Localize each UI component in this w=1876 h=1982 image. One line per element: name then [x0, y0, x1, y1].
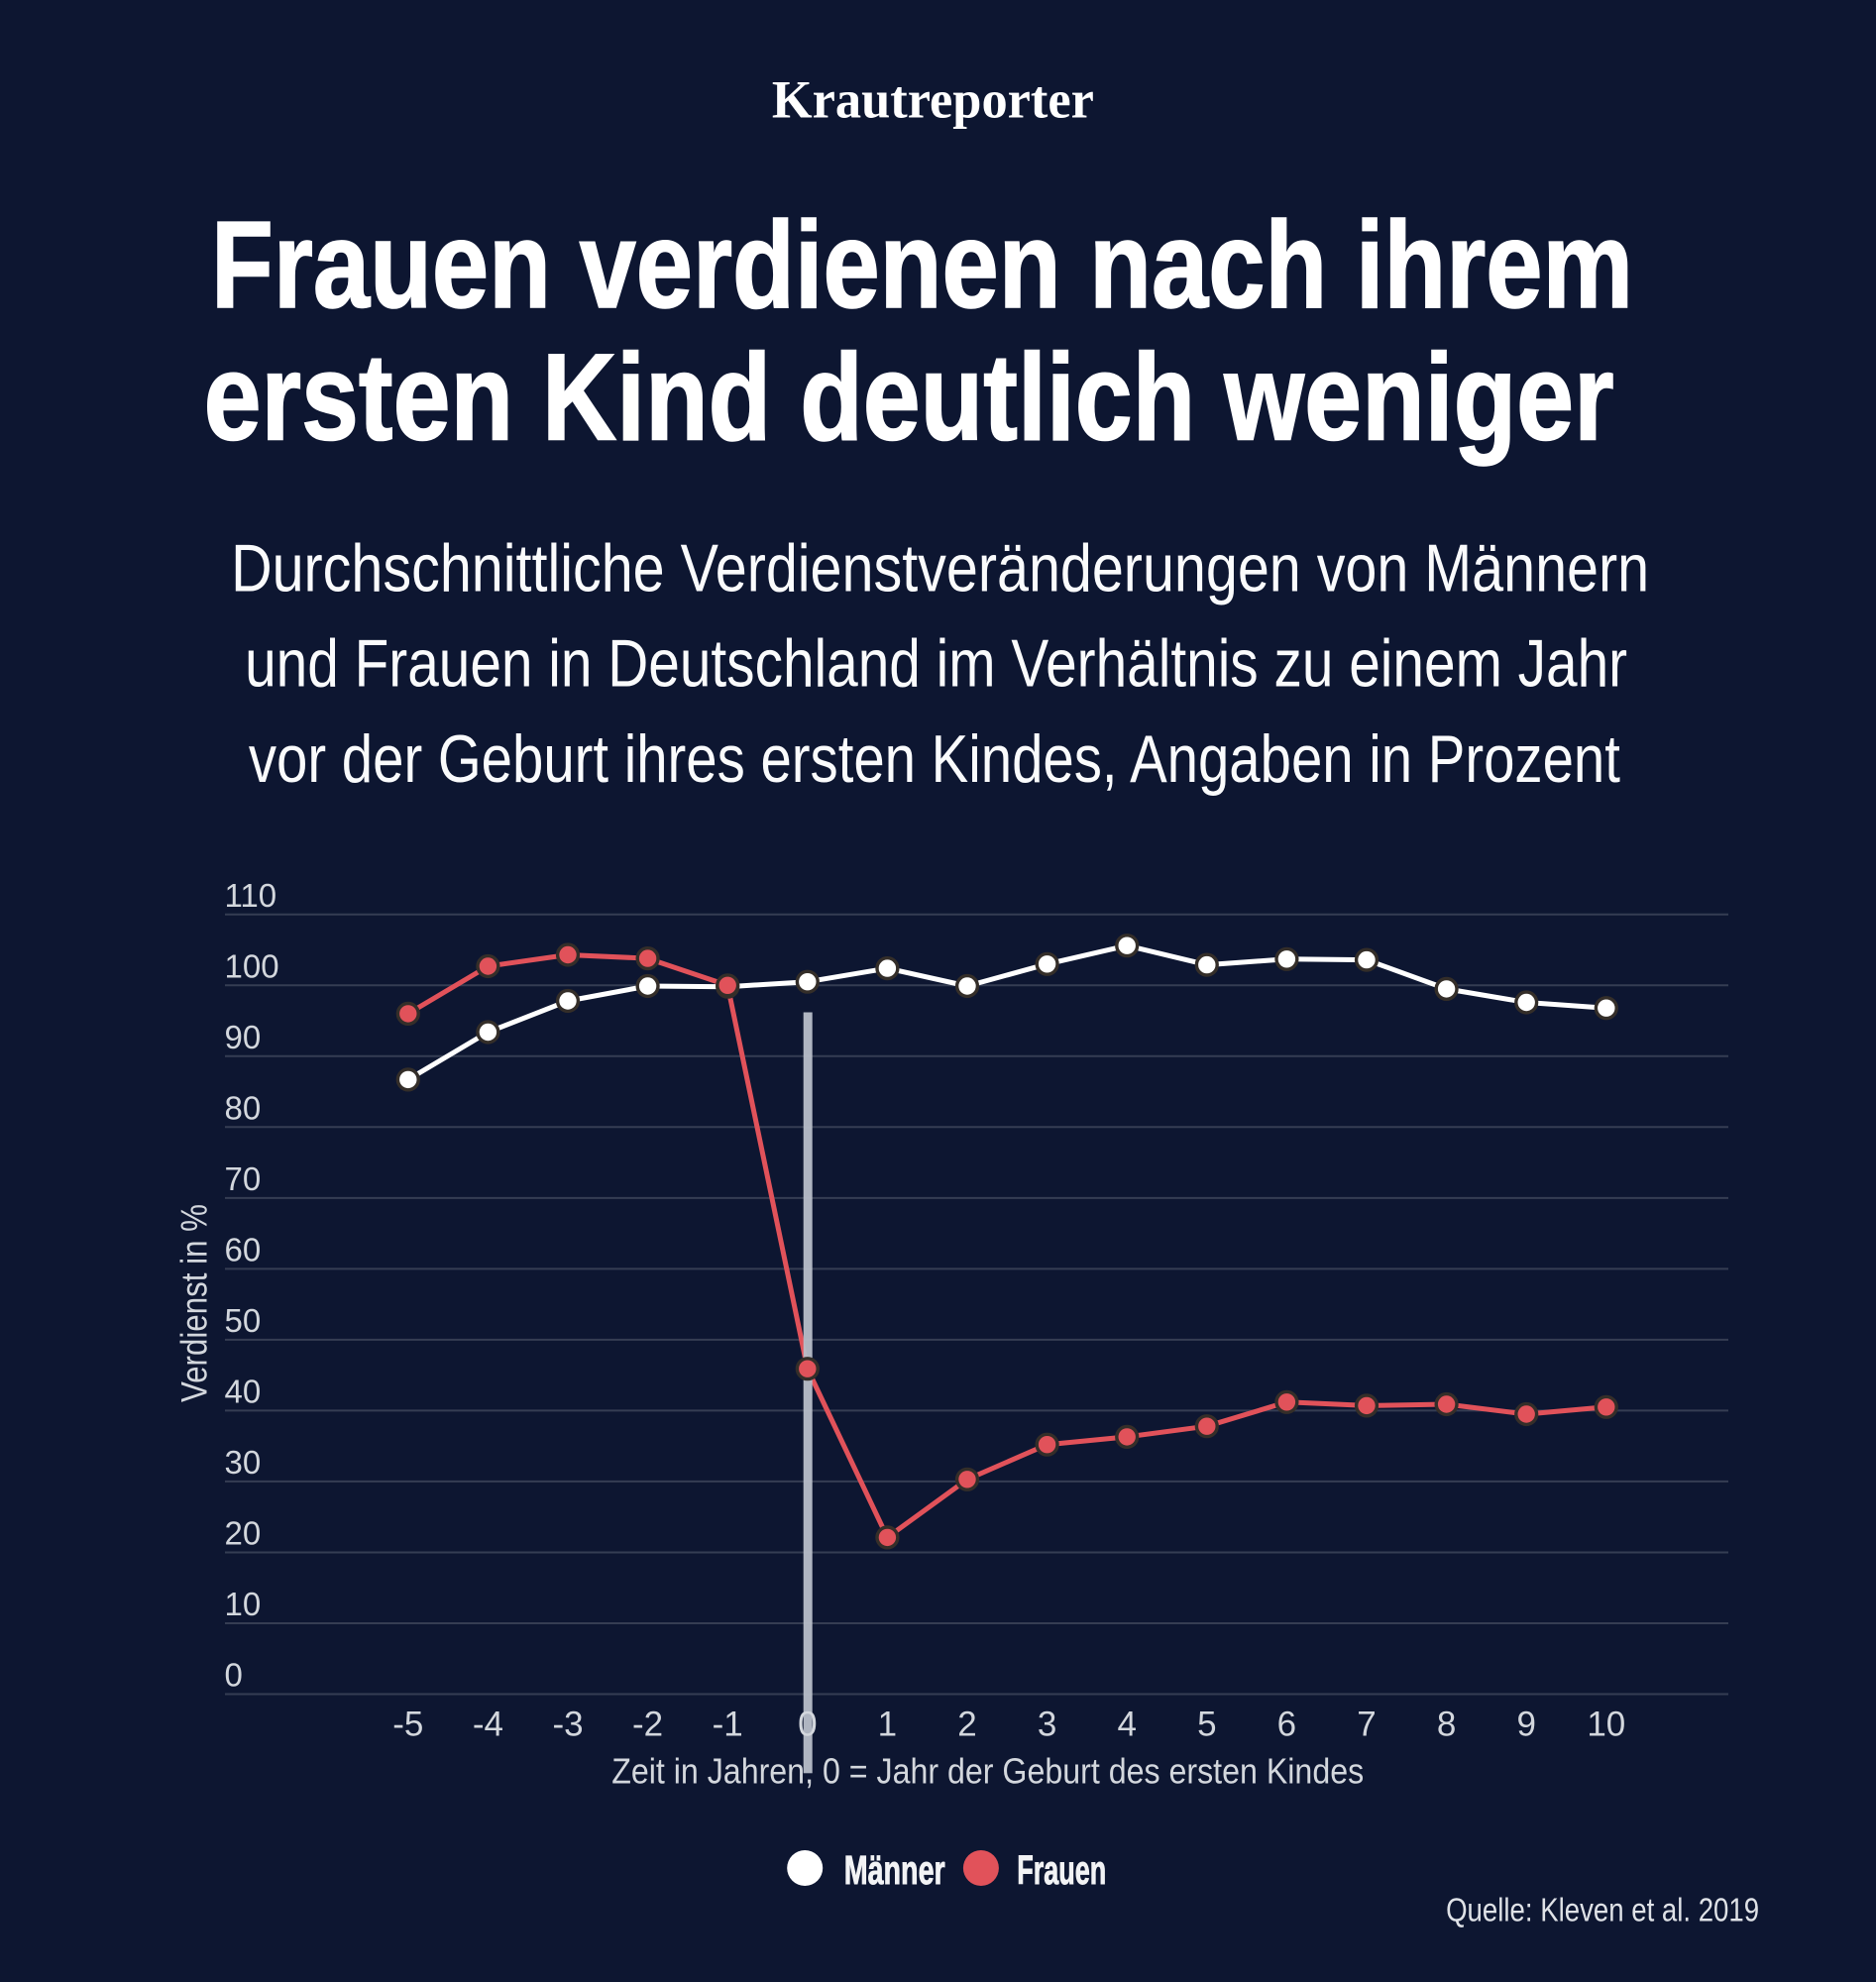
svg-text:7: 7	[1357, 1705, 1376, 1743]
svg-text:0: 0	[225, 1657, 243, 1694]
svg-text:Frauen: Frauen	[1017, 1847, 1106, 1893]
svg-text:Durchschnittliche Verdienstver: Durchschnittliche Verdienstveränderungen…	[231, 530, 1649, 606]
svg-text:30: 30	[225, 1444, 262, 1481]
svg-text:0: 0	[798, 1705, 817, 1743]
svg-text:Frauen verdienen nach ihrem: Frauen verdienen nach ihrem	[211, 197, 1633, 334]
svg-text:50: 50	[225, 1302, 262, 1339]
svg-text:Männer: Männer	[844, 1847, 945, 1893]
svg-text:-1: -1	[713, 1705, 743, 1743]
svg-text:5: 5	[1197, 1705, 1216, 1743]
svg-text:ersten Kind deutlich weniger: ersten Kind deutlich weniger	[204, 330, 1614, 467]
svg-text:10: 10	[1587, 1705, 1625, 1743]
svg-text:Krautreporter: Krautreporter	[772, 70, 1094, 130]
svg-text:70: 70	[225, 1160, 262, 1197]
svg-text:Quelle: Kleven et al. 2019: Quelle: Kleven et al. 2019	[1446, 1891, 1759, 1927]
svg-text:60: 60	[225, 1231, 262, 1267]
svg-text:-3: -3	[552, 1705, 583, 1743]
svg-text:Zeit in Jahren, 0 = Jahr der G: Zeit in Jahren, 0 = Jahr der Geburt des …	[611, 1751, 1364, 1792]
svg-text:90: 90	[225, 1019, 262, 1055]
svg-text:4: 4	[1117, 1705, 1136, 1743]
svg-text:und Frauen in Deutschland im V: und Frauen in Deutschland im Verhältnis …	[245, 626, 1627, 702]
svg-text:vor der Geburt ihres ersten Ki: vor der Geburt ihres ersten Kindes, Anga…	[249, 721, 1620, 797]
svg-text:100: 100	[225, 947, 279, 984]
svg-text:80: 80	[225, 1089, 262, 1126]
svg-text:9: 9	[1516, 1705, 1535, 1743]
svg-text:40: 40	[225, 1373, 262, 1409]
svg-text:-5: -5	[392, 1705, 423, 1743]
svg-text:20: 20	[225, 1514, 262, 1551]
svg-text:3: 3	[1038, 1705, 1056, 1743]
svg-text:1: 1	[878, 1705, 897, 1743]
svg-text:110: 110	[225, 877, 277, 914]
svg-text:2: 2	[957, 1705, 976, 1743]
svg-text:10: 10	[225, 1586, 262, 1622]
svg-text:-2: -2	[632, 1705, 663, 1743]
svg-text:Verdienst in %: Verdienst in %	[174, 1204, 215, 1402]
svg-text:6: 6	[1277, 1705, 1296, 1743]
svg-text:8: 8	[1437, 1705, 1456, 1743]
svg-text:-4: -4	[473, 1705, 503, 1743]
